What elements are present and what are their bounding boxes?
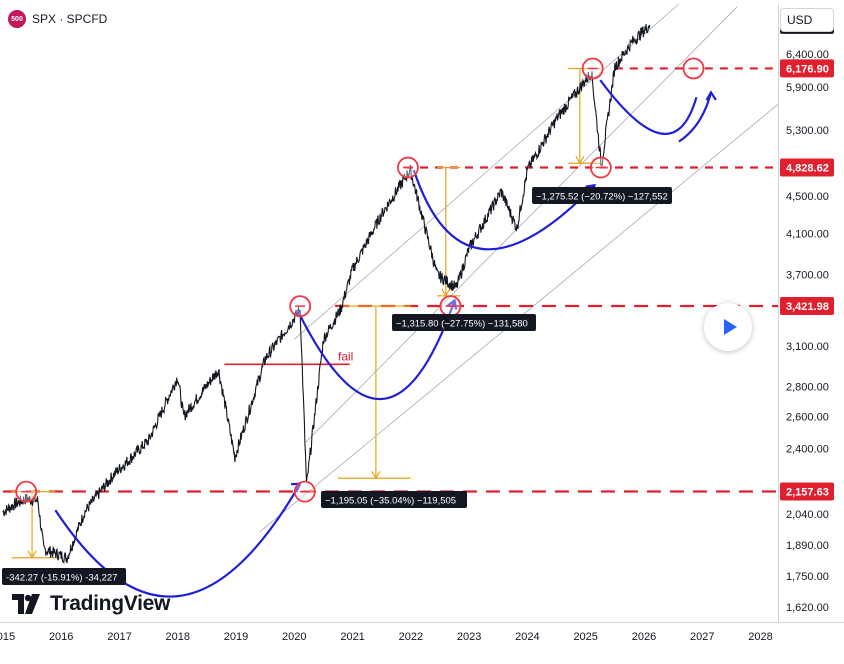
measure-arrow bbox=[575, 155, 585, 165]
year-tick-label: 2020 bbox=[282, 631, 306, 643]
play-icon bbox=[723, 319, 737, 335]
price-tick-label: 3,100.00 bbox=[786, 341, 829, 353]
year-tick-label: 2018 bbox=[166, 631, 190, 643]
annotations: fail bbox=[338, 349, 353, 363]
price-axis[interactable]: 6,400.00 5,900.00 5,300.00 4,500.00 4,100.00… bbox=[780, 15, 834, 614]
measure-arrow bbox=[441, 288, 451, 298]
price-badge-label: 6,176.90 bbox=[786, 63, 829, 75]
year-tick-label: 2027 bbox=[690, 631, 714, 643]
price-tick-label: 2,800.00 bbox=[786, 382, 829, 394]
price-badge-label: 2,157.63 bbox=[786, 487, 829, 499]
pivot-circles bbox=[15, 57, 705, 503]
price-badge bbox=[780, 158, 834, 177]
channel-line bbox=[305, 6, 738, 443]
replay-play-button[interactable] bbox=[704, 303, 752, 351]
price-tick-label: 3,700.00 bbox=[786, 270, 829, 282]
measure-labels: -342.27 (-15.91%) -34,227 −1,195.05 (−35.… bbox=[2, 187, 672, 585]
currency-selector[interactable]: USD bbox=[780, 8, 834, 32]
year-tick-label: 2017 bbox=[107, 631, 131, 643]
price-tick-label: 6,400.00 bbox=[786, 49, 829, 61]
price-tick-label: 4,100.00 bbox=[786, 228, 829, 240]
spx-price-line bbox=[2, 23, 651, 565]
year-tick-label: 2015 bbox=[0, 631, 15, 643]
level-lines bbox=[2, 67, 778, 493]
price-tick-label: 5,900.00 bbox=[786, 82, 829, 94]
arc-arrowhead bbox=[705, 90, 717, 101]
measure-label-text: −1,315.80 (−27.75%) −131,580 bbox=[396, 319, 528, 330]
measure-arrow bbox=[371, 470, 381, 480]
measure-label-box bbox=[532, 187, 672, 204]
symbol-header[interactable]: 500 SPX · SPCFD bbox=[8, 10, 107, 28]
tradingview-logo: TradingView bbox=[12, 592, 170, 616]
measure-arrow bbox=[27, 550, 37, 559]
channel-line bbox=[294, 3, 680, 340]
price-tick-label: 2,040.00 bbox=[786, 509, 829, 521]
measure-label-text: −1,195.05 (−35.04%) −119,505 bbox=[325, 496, 456, 507]
year-tick-label: 2022 bbox=[399, 631, 423, 643]
arc-arrowhead bbox=[446, 298, 458, 310]
arc-2025-2026 bbox=[599, 79, 698, 135]
brand-name: TradingView bbox=[50, 592, 171, 615]
measure-label-box bbox=[321, 491, 467, 508]
sp500-badge-icon: 500 bbox=[8, 10, 26, 28]
measure-label-text: -342.27 (-15.91%) -34,227 bbox=[6, 573, 117, 584]
price-tick-label: 2,400.00 bbox=[786, 444, 829, 456]
price-tick-label: 4,500.00 bbox=[786, 191, 829, 203]
measure-label-box bbox=[392, 314, 536, 331]
year-tick-label: 2023 bbox=[457, 631, 481, 643]
arc-2022-2025 bbox=[412, 169, 596, 251]
arc-2015-2020 bbox=[54, 483, 302, 598]
symbol-label: SPX · SPCFD bbox=[32, 12, 108, 26]
chart-frame bbox=[0, 4, 844, 623]
fail-annotation: fail bbox=[338, 349, 353, 363]
tradingview-logo-icon bbox=[12, 594, 40, 614]
measure-label-text: −1,275.52 (−20.72%) −127,552 bbox=[536, 192, 668, 203]
price-tick-label: 1,620.00 bbox=[786, 602, 829, 614]
price-tick-label: 5,300.00 bbox=[786, 125, 829, 137]
time-axis[interactable]: 2015 2016 2017 2018 2019 2020 2021 2022 2023 2024… bbox=[0, 631, 773, 643]
channel-lines bbox=[259, 3, 779, 533]
price-tick-label: 1,890.00 bbox=[786, 540, 829, 552]
price-series bbox=[2, 23, 651, 565]
year-tick-label: 2025 bbox=[573, 631, 597, 643]
price-tick-label: 2,600.00 bbox=[786, 412, 829, 424]
year-tick-label: 2016 bbox=[49, 631, 73, 643]
price-badge bbox=[780, 482, 834, 501]
price-badge bbox=[780, 297, 834, 316]
year-tick-label: 2021 bbox=[340, 631, 364, 643]
price-badge-label: 3,421.98 bbox=[786, 301, 829, 313]
price-badge bbox=[780, 59, 834, 78]
arc-2020-2022 bbox=[296, 300, 456, 401]
arc-tail bbox=[678, 92, 713, 143]
year-tick-label: 2019 bbox=[224, 631, 248, 643]
measure-label-box bbox=[2, 568, 126, 585]
price-badge-label: 4,828.62 bbox=[786, 162, 829, 174]
projection-arcs bbox=[54, 79, 717, 598]
price-tick-label: 1,750.00 bbox=[786, 571, 829, 583]
year-tick-label: 2026 bbox=[632, 631, 656, 643]
year-tick-label: 2024 bbox=[515, 631, 539, 643]
measure-lines bbox=[11, 67, 601, 559]
year-tick-label: 2028 bbox=[748, 631, 772, 643]
